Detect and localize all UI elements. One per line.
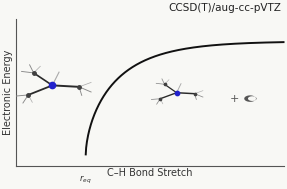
- X-axis label: C–H Bond Stretch: C–H Bond Stretch: [107, 167, 193, 177]
- Text: +: +: [229, 94, 239, 104]
- Y-axis label: Electronic Energy: Electronic Energy: [3, 50, 13, 135]
- Text: $r_{\mathregular{eq}}$: $r_{\mathregular{eq}}$: [79, 174, 92, 186]
- Text: CCSD(T)/aug-cc-pVTZ: CCSD(T)/aug-cc-pVTZ: [168, 3, 281, 13]
- Polygon shape: [244, 95, 257, 102]
